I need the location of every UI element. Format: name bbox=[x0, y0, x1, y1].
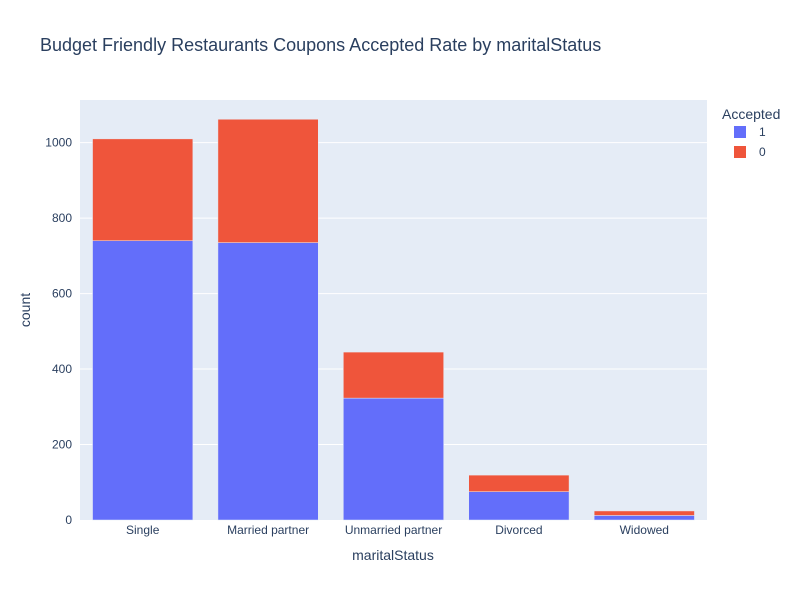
y-tick-label: 0 bbox=[65, 513, 72, 527]
legend-item-label: 1 bbox=[759, 125, 766, 139]
x-tick-label: Unmarried partner bbox=[345, 523, 442, 537]
bar-0-divorced bbox=[468, 474, 570, 492]
y-tick-label: 600 bbox=[52, 287, 72, 301]
legend: Accepted 1 0 bbox=[722, 106, 780, 159]
bar-1-unmarried-partner bbox=[343, 397, 444, 521]
legend-title: Accepted bbox=[722, 106, 780, 122]
bar-0-widowed bbox=[593, 510, 695, 516]
bars bbox=[92, 118, 695, 521]
x-tick-label: Widowed bbox=[620, 523, 669, 537]
bar-0-married-partner bbox=[217, 118, 319, 243]
x-axis-ticks: Single Married partner Unmarried partner Di… bbox=[126, 523, 669, 537]
legend-item-label: 0 bbox=[759, 145, 766, 159]
y-axis-title: count bbox=[17, 293, 33, 327]
bar-0-single bbox=[92, 138, 194, 242]
x-tick-label: Single bbox=[126, 523, 160, 537]
y-tick-label: 800 bbox=[52, 211, 72, 225]
y-axis-ticks: 0 200 400 600 800 1000 bbox=[45, 136, 72, 527]
x-axis-title: maritalStatus bbox=[352, 547, 434, 563]
chart-title: Budget Friendly Restaurants Coupons Acce… bbox=[40, 35, 601, 55]
bar-1-divorced bbox=[468, 491, 570, 521]
bar-1-married-partner bbox=[217, 242, 319, 521]
y-tick-label: 400 bbox=[52, 362, 72, 376]
y-tick-label: 200 bbox=[52, 438, 72, 452]
legend-swatch bbox=[734, 126, 746, 138]
legend-swatch bbox=[734, 146, 746, 158]
y-tick-label: 1000 bbox=[45, 136, 72, 150]
bar-0-unmarried-partner bbox=[343, 351, 444, 399]
bar-1-widowed bbox=[593, 515, 695, 521]
bar-1-single bbox=[92, 240, 194, 521]
x-tick-label: Married partner bbox=[227, 523, 309, 537]
x-tick-label: Divorced bbox=[495, 523, 542, 537]
